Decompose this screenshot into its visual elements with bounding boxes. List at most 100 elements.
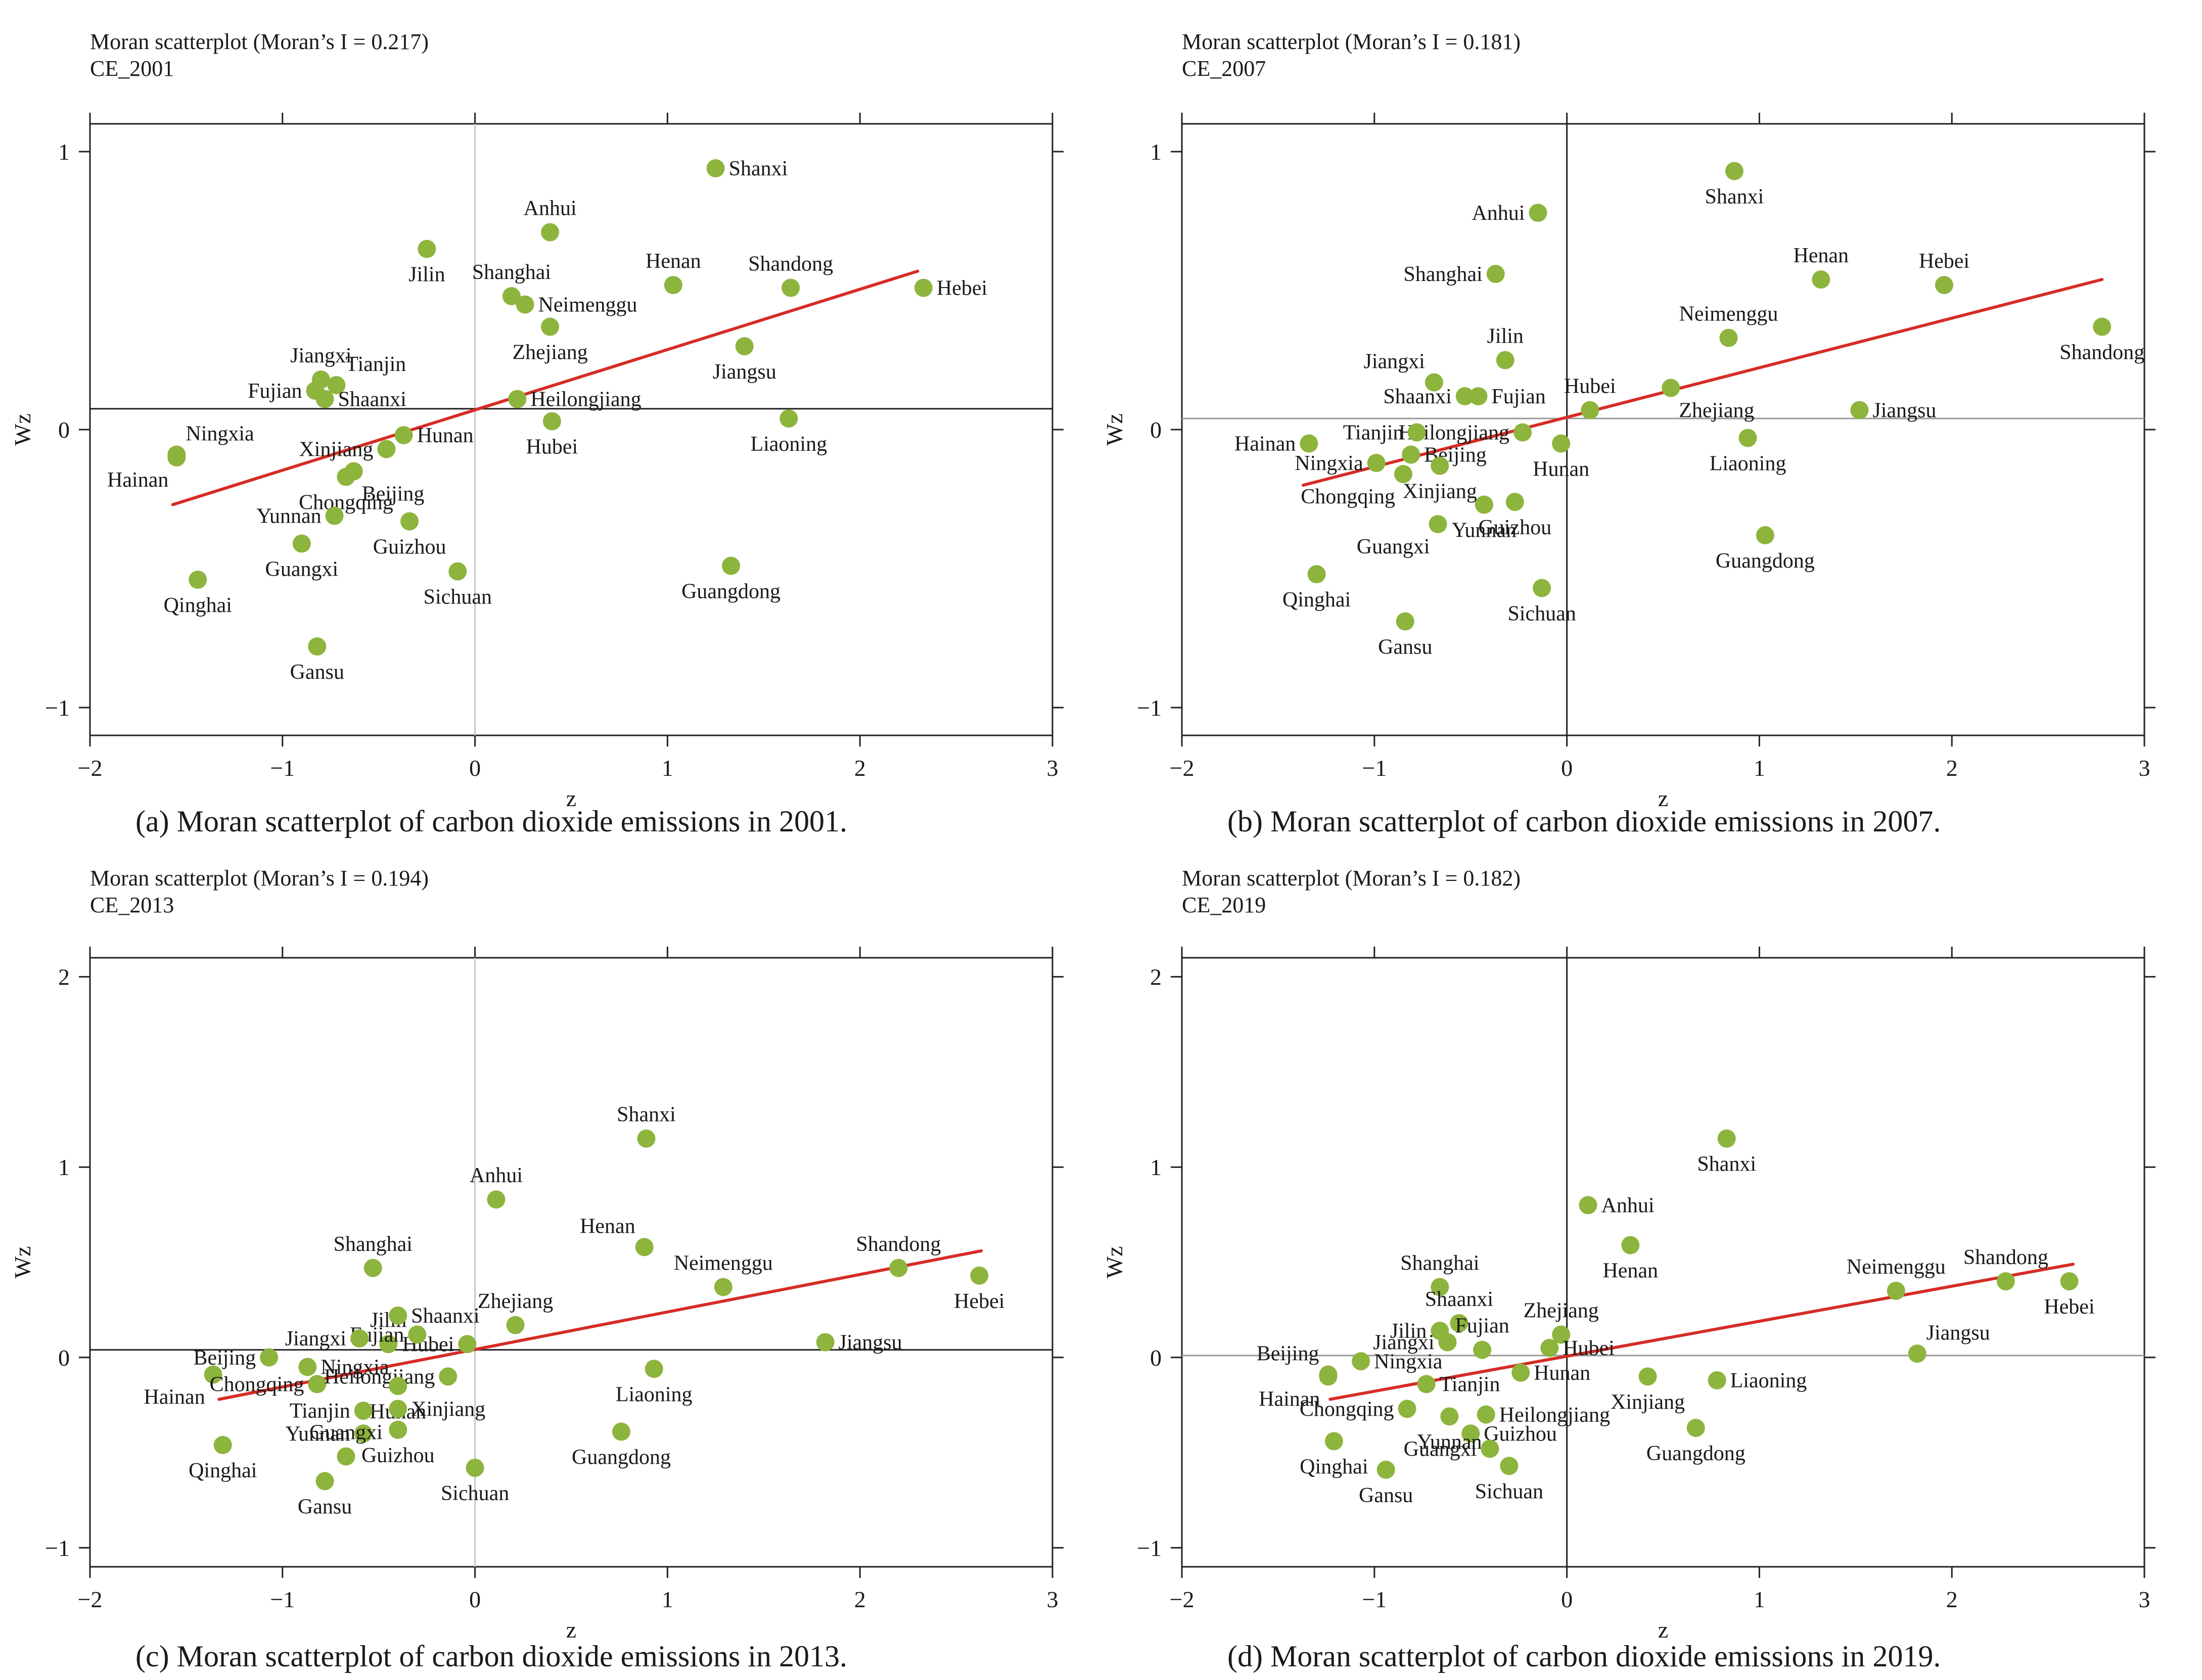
point-label: Heilongjiang (530, 388, 641, 411)
point-label: Hunan (1533, 458, 1589, 481)
data-point (389, 1420, 407, 1439)
data-point (1307, 565, 1326, 583)
x-tick-label: −2 (78, 1586, 103, 1612)
point-label: Hainan (107, 469, 168, 492)
point-label: Shaanxi (411, 1304, 479, 1328)
data-point (970, 1266, 989, 1285)
y-tick-label: 2 (1150, 964, 1162, 990)
point-label: Yunnan (1417, 1431, 1482, 1454)
point-label: Shanghai (472, 261, 551, 284)
point-label: Hainan (1259, 1387, 1320, 1411)
data-point (1469, 387, 1488, 405)
point-label: Zhejiang (512, 341, 587, 364)
chart-title: Moran scatterplot (Moran’s I = 0.194) (90, 866, 429, 891)
x-tick-label: 3 (2139, 755, 2150, 781)
data-point (1438, 1333, 1457, 1351)
data-point (1367, 454, 1386, 472)
point-label: Jiangxi (1373, 1331, 1434, 1355)
data-point (816, 1333, 835, 1351)
point-label: Sichuan (424, 586, 492, 609)
point-label: Hebei (1919, 250, 1969, 273)
y-axis-label: Wz (10, 413, 35, 446)
point-label: Shandong (856, 1233, 941, 1256)
x-tick-label: 3 (2139, 1586, 2150, 1612)
data-point (315, 390, 334, 408)
point-label: Guangxi (309, 1421, 383, 1444)
x-tick-label: 0 (469, 1586, 481, 1612)
point-label: Guangdong (1646, 1442, 1746, 1465)
regression-line (1328, 1263, 2075, 1401)
figure-caption: (c) Moran scatterplot of carbon dioxide … (135, 1640, 847, 1673)
point-label: Hebei (2044, 1295, 2094, 1319)
x-tick-label: 0 (1561, 755, 1573, 781)
point-label: Gansu (298, 1496, 352, 1519)
point-label: Liaoning (616, 1383, 693, 1406)
y-tick-label: 1 (58, 1154, 70, 1180)
data-point (1352, 1352, 1370, 1371)
point-label: Guangdong (572, 1446, 671, 1469)
x-tick-label: 2 (1946, 1586, 1958, 1612)
chart-title: Moran scatterplot (Moran’s I = 0.182) (1182, 866, 1521, 891)
data-point (379, 1335, 398, 1354)
data-point (1719, 329, 1738, 347)
point-label: Shanxi (617, 1103, 676, 1127)
point-label: Hainan (144, 1386, 205, 1409)
data-point (1717, 1129, 1736, 1148)
data-point (1402, 445, 1420, 464)
point-label: Qinghai (1300, 1455, 1368, 1478)
x-tick-label: −2 (1170, 1586, 1195, 1612)
data-point (1908, 1344, 1926, 1363)
point-label: Shandong (2059, 341, 2144, 364)
point-label: Jilin (1487, 325, 1524, 348)
point-label: Shanxi (1705, 185, 1764, 209)
data-point (1996, 1272, 2015, 1291)
point-label: Xinjiang (1403, 480, 1477, 503)
point-label: Yunnan (1452, 519, 1517, 542)
point-label: Hubei (1564, 375, 1616, 398)
chart-title: Moran scatterplot (Moran’s I = 0.181) (1182, 29, 1521, 54)
data-point (389, 1399, 407, 1418)
data-point (1756, 526, 1774, 544)
point-label: Tianjin (1343, 422, 1404, 445)
data-point (1324, 1432, 1343, 1451)
point-label: Fujian (1455, 1315, 1509, 1338)
data-point (350, 1329, 369, 1348)
data-point (389, 1377, 407, 1395)
point-label: Shanxi (1697, 1153, 1756, 1176)
point-label: Jilin (408, 263, 445, 287)
point-label: Hubei (526, 436, 578, 459)
y-tick-label: 2 (58, 964, 70, 990)
chart-subtitle: CE_2013 (90, 893, 174, 917)
data-point (1377, 1460, 1395, 1479)
data-point (292, 534, 311, 553)
point-label: Shanxi (729, 157, 788, 180)
x-tick-label: 2 (854, 1586, 866, 1612)
point-label: Shanghai (334, 1233, 412, 1256)
point-label: Hunan (417, 424, 474, 447)
data-point (722, 556, 741, 575)
data-point (1429, 515, 1447, 533)
point-label: Heilongjiang (1499, 1404, 1610, 1427)
data-point (389, 1306, 407, 1325)
data-point (1477, 1405, 1495, 1424)
point-label: Liaoning (1710, 452, 1786, 476)
data-point (706, 159, 725, 177)
point-label: Neimenggu (1847, 1255, 1946, 1279)
x-tick-label: −1 (1362, 1586, 1387, 1612)
data-point (1473, 1340, 1492, 1359)
y-tick-label: 1 (1150, 1154, 1162, 1180)
point-label: Neimenggu (538, 294, 637, 317)
y-tick-label: −1 (45, 1535, 70, 1561)
point-label: Jiangxi (285, 1327, 346, 1350)
point-label: Chongqing (299, 491, 393, 515)
data-point (1511, 1363, 1530, 1382)
y-tick-label: −1 (1137, 695, 1162, 721)
y-tick-label: 1 (58, 139, 70, 165)
point-label: Henan (1793, 244, 1849, 267)
point-label: Xinjiang (299, 438, 373, 461)
point-label: Henan (646, 250, 701, 273)
point-label: Anhui (524, 197, 577, 220)
point-label: Qinghai (189, 1459, 257, 1482)
point-label: Sichuan (1475, 1480, 1543, 1503)
point-label: Gansu (290, 661, 344, 684)
